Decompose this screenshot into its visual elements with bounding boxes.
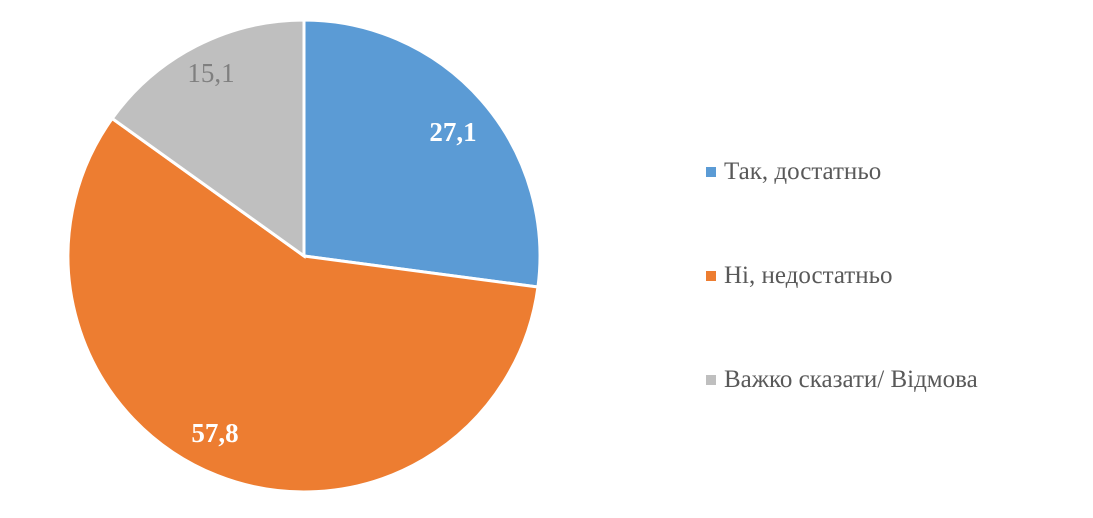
data-label: 57,8: [191, 418, 238, 448]
legend-swatch-yes: [706, 167, 716, 177]
slice-hard-to-say: [110, 18, 306, 259]
legend-item-yes: Так, достатньо: [706, 158, 881, 186]
legend-label: Ні, недостатньо: [724, 262, 893, 289]
legend-item-no: Ні, недостатньо: [706, 262, 892, 290]
legend-item-hard-to-say: Важко сказати/ Відмова: [706, 366, 978, 394]
slice-yes: [302, 18, 542, 289]
slice-no: [66, 116, 540, 494]
legend-swatch-hard-to-say: [706, 375, 716, 385]
data-label: 27,1: [429, 117, 476, 147]
legend-swatch-no: [706, 271, 716, 281]
data-label: 15,1: [187, 58, 234, 88]
legend-label: Важко сказати/ Відмова: [724, 366, 978, 393]
legend-label: Так, достатньо: [724, 158, 882, 185]
